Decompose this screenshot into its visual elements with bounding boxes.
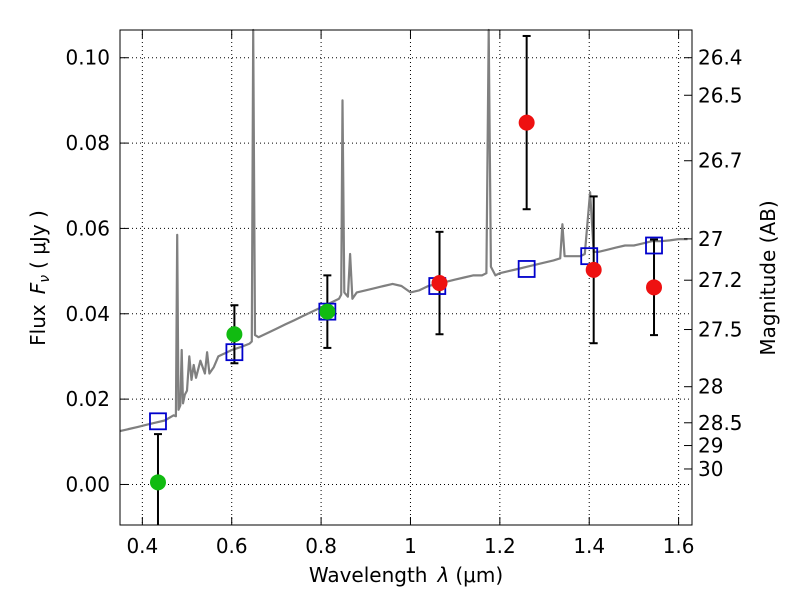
y2-tick-label: 28 [698,375,723,399]
y2-tick-label: 27.2 [698,268,743,292]
y-axis-symbol: F [26,282,50,294]
observed-point [518,114,535,131]
y2-tick-label: 30 [698,457,723,481]
y-tick-label: 0.06 [65,216,110,240]
ticks: 0.4 0.6 0.8 1 1.2 1.4 1.6 0.00 0.02 0.04 0.06 0.08 0… [65,30,743,558]
y2-tick-label: 26.7 [698,149,743,173]
model-photometry-square [645,236,663,255]
model-photometry-square [149,412,167,431]
x-tick-label: 1.4 [573,534,605,558]
observed-points [149,114,663,491]
x-tick-label: 0.8 [305,534,337,558]
y2-tick-label: 27 [698,227,723,251]
y-tick-label: 0.02 [65,387,110,411]
model-layer [119,28,688,433]
x-axis-unit: (μm) [455,563,503,587]
model-photometry-square [517,260,536,278]
x-tick-label: 1.6 [663,534,695,558]
y2-axis-title: Magnitude (AB) [756,200,780,355]
observed-point [149,474,166,491]
y-axis-subscript: ν [37,275,53,283]
x-axis-symbol: λ [437,563,450,587]
plot-frame [119,29,693,526]
y-axis-label: Flux [26,304,50,346]
x-tick-label: 1.2 [484,534,516,558]
y-tick-label: 0.10 [65,46,110,70]
grid [120,30,692,525]
observed-point [646,279,663,296]
x-tick-label: 0.6 [216,534,248,558]
x-axis-title: Wavelength λ (μm) [309,563,503,587]
observed-point [226,326,243,343]
y2-tick-label: 26.4 [698,46,743,70]
observed-point [319,303,336,320]
errorbars [153,34,659,525]
observed-point [431,275,448,292]
observed-point [585,261,602,278]
x-axis-label: Wavelength [309,563,428,587]
y2-tick-label: 29 [698,434,723,458]
y2-tick-label: 28.5 [698,411,743,435]
x-tick-label: 1 [404,534,417,558]
y-tick-label: 0.08 [65,131,110,155]
y-axis-unit: ( μJy ) [26,210,50,269]
y-tick-label: 0.04 [65,302,110,326]
model-photometry-square [225,343,244,362]
y2-tick-label: 26.5 [698,83,743,107]
x-tick-label: 0.4 [126,534,158,558]
y-tick-label: 0.00 [65,472,110,496]
model-spectrum-line [119,28,688,433]
y2-tick-label: 27.5 [698,318,743,342]
y-axis-title: Flux Fν ( μJy ) [26,210,53,346]
